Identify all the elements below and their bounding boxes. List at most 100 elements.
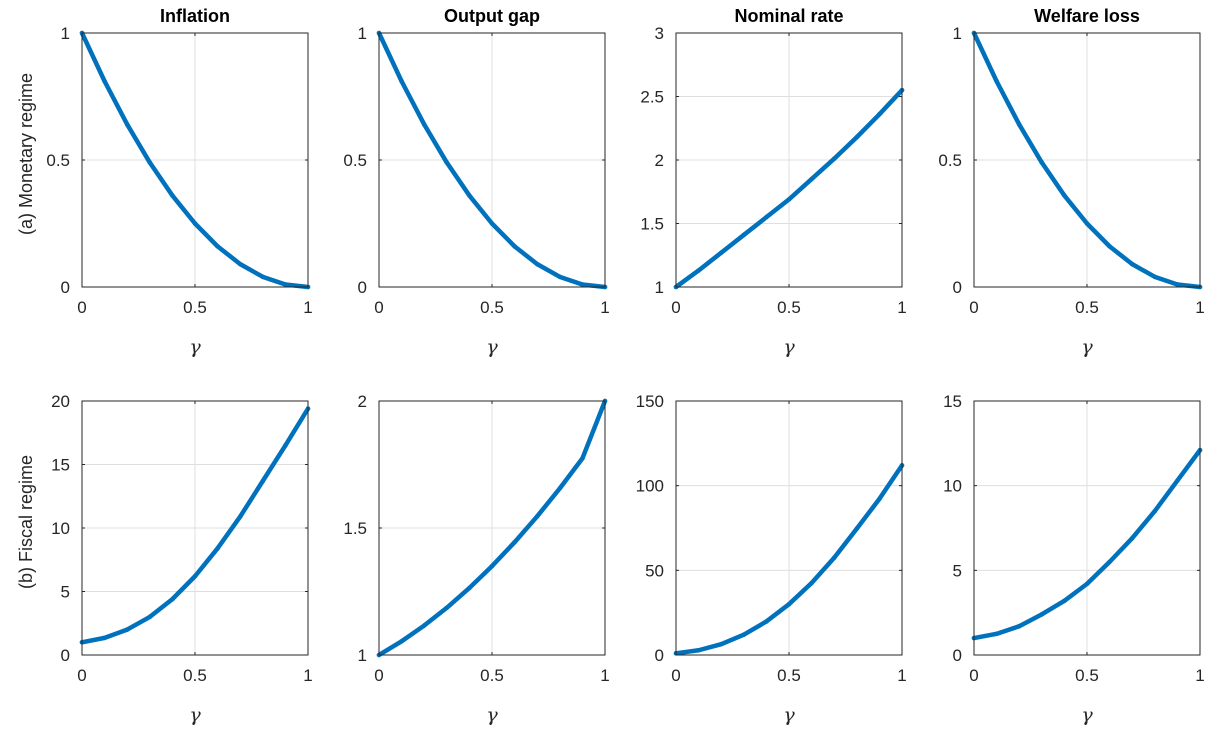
x-tick-label: 0	[77, 298, 86, 317]
data-point	[877, 111, 882, 117]
data-point	[489, 563, 495, 569]
data-point	[809, 580, 814, 586]
subplot-title: Welfare loss	[1034, 6, 1140, 26]
y-tick-label: 150	[636, 392, 664, 411]
y-tick-label: 50	[645, 561, 664, 580]
data-point	[1084, 581, 1090, 587]
data-point	[192, 221, 198, 226]
data-point	[534, 261, 540, 267]
data-point	[1129, 261, 1135, 267]
data-point	[764, 214, 769, 220]
y-tick-label: 100	[636, 477, 664, 496]
x-tick-label: 0.5	[183, 298, 207, 317]
x-tick-label: 0	[969, 298, 978, 317]
y-tick-label: 20	[51, 392, 70, 411]
x-axis-label: γ	[486, 336, 498, 358]
y-tick-label: 0.5	[343, 151, 367, 170]
y-tick-label: 0	[358, 278, 367, 297]
x-tick-label: 1	[1195, 666, 1204, 685]
data-point	[260, 478, 266, 484]
subplot-r1-c1: 0 0.5 1 1 1.5 2 γ	[343, 392, 609, 726]
data-point	[1084, 221, 1090, 226]
y-tick-label: 15	[51, 456, 70, 475]
x-tick-label: 1	[1195, 298, 1204, 317]
y-tick-label: 1	[655, 278, 664, 297]
x-tick-label: 0.5	[480, 298, 504, 317]
subplot-r0-c1: 0 0.5 1 0 0.5 1 γ Output gap	[343, 6, 609, 358]
data-point	[718, 641, 724, 647]
x-tick-label: 0.5	[1075, 666, 1099, 685]
data-point	[764, 619, 769, 624]
data-point	[399, 638, 404, 644]
x-axis-label: γ	[783, 704, 795, 726]
y-tick-label: 2.5	[640, 88, 664, 107]
data-point	[102, 635, 107, 641]
x-tick-label: 0	[374, 666, 383, 685]
data-point	[467, 193, 472, 198]
y-tick-label: 1	[953, 24, 962, 43]
data-point	[1039, 160, 1045, 165]
subplot-r0-c3: 0 0.5 1 0 0.5 1 γ Welfare loss	[938, 6, 1204, 358]
data-point	[994, 631, 999, 637]
x-tick-label: 0	[374, 298, 383, 317]
data-point	[444, 605, 450, 611]
y-tick-label: 0	[953, 278, 962, 297]
data-point	[831, 156, 837, 162]
data-point	[696, 268, 701, 273]
data-point	[557, 274, 563, 280]
x-tick-label: 1	[600, 666, 609, 685]
y-tick-label: 0	[655, 646, 664, 665]
x-axis-label: γ	[189, 704, 201, 726]
data-point	[124, 627, 130, 632]
data-point	[1175, 478, 1180, 483]
y-tick-label: 0	[61, 278, 70, 297]
subplot-r1-c2: 0 0.5 1 0 50 100 150 γ	[636, 392, 907, 726]
y-tick-label: 0.5	[938, 151, 962, 170]
y-tick-label: 0.5	[46, 151, 70, 170]
data-point	[831, 555, 837, 561]
x-axis-label: γ	[1081, 336, 1093, 358]
data-point	[994, 78, 999, 84]
data-point	[489, 221, 495, 226]
x-tick-label: 0.5	[1075, 298, 1099, 317]
data-point	[1152, 274, 1158, 280]
subplot-title: Inflation	[160, 6, 230, 26]
x-tick-label: 1	[600, 298, 609, 317]
data-point	[696, 647, 701, 653]
data-point	[283, 443, 288, 448]
data-point	[786, 197, 792, 202]
data-point	[534, 514, 540, 519]
x-tick-label: 1	[303, 298, 312, 317]
x-tick-label: 0	[77, 666, 86, 685]
y-tick-label: 3	[655, 24, 664, 43]
data-point	[192, 573, 198, 579]
y-tick-label: 5	[953, 561, 962, 580]
x-tick-label: 0	[671, 666, 680, 685]
data-point	[741, 232, 747, 238]
data-point	[512, 244, 517, 249]
x-axis-label: γ	[486, 704, 498, 726]
data-point	[170, 193, 175, 198]
y-tick-label: 1.5	[640, 215, 664, 234]
data-point	[1107, 244, 1112, 249]
y-tick-label: 2	[358, 392, 367, 411]
x-axis-label: γ	[783, 336, 795, 358]
y-tick-label: 0	[953, 646, 962, 665]
subplot-r0-c0: 0 0.5 1 0 0.5 1 γ Inflation (a) Monetary regime	[16, 6, 313, 358]
data-point	[421, 623, 427, 628]
x-tick-label: 0	[671, 298, 680, 317]
x-tick-label: 1	[303, 666, 312, 685]
data-point	[557, 486, 563, 491]
y-tick-label: 1	[61, 24, 70, 43]
data-point	[580, 456, 585, 461]
data-point	[1175, 282, 1180, 287]
data-point	[215, 546, 220, 551]
x-axis-label: γ	[1081, 704, 1093, 726]
data-point	[147, 614, 153, 620]
data-point	[1016, 122, 1022, 127]
subplot-r0-c2: 0 0.5 1 1 1.5 2 2.5 3 γ Nominal rate	[640, 6, 906, 358]
data-point	[741, 632, 747, 637]
subplot-title: Nominal rate	[734, 6, 843, 26]
data-point	[421, 122, 427, 127]
